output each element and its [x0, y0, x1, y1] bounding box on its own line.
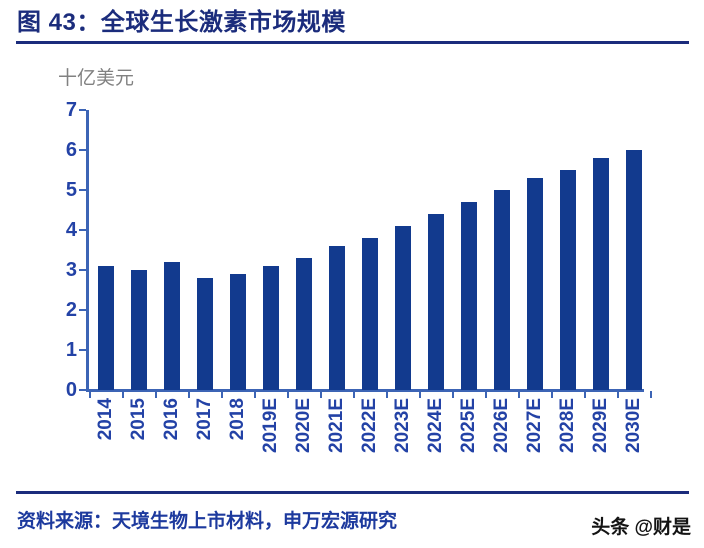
x-axis-category-label: 2023E [392, 398, 413, 453]
x-axis-category-label: 2021E [326, 398, 347, 453]
bar [395, 226, 411, 390]
bar [329, 246, 345, 390]
x-axis-category-label: 2024E [425, 398, 446, 453]
y-axis-tick [79, 349, 86, 351]
x-axis-category-label: 2014 [95, 398, 116, 441]
x-axis-category-label: 2016 [161, 398, 182, 441]
bar [461, 202, 477, 390]
x-axis-tick [253, 391, 256, 398]
y-axis-tick-label: 4 [65, 219, 77, 241]
source-attribution: 资料来源：天境生物上市材料，申万宏源研究 [17, 511, 398, 532]
bar [164, 262, 180, 390]
x-axis-category-label: 2015 [128, 398, 149, 441]
x-axis-tick [418, 391, 421, 398]
bar [230, 274, 246, 390]
x-axis-category-label: 2026E [491, 398, 512, 453]
y-axis-tick-label: 2 [65, 299, 77, 321]
x-axis-tick [649, 391, 652, 398]
x-axis-tick [286, 391, 289, 398]
x-axis-category-label: 2018 [227, 398, 248, 441]
x-axis-tick [550, 391, 553, 398]
y-axis-unit-label: 十亿美元 [58, 68, 135, 89]
x-axis-tick [319, 391, 322, 398]
bar [560, 170, 576, 390]
y-axis-tick [79, 269, 86, 271]
bar [131, 270, 147, 390]
bar [98, 266, 114, 390]
x-axis-tick [187, 391, 190, 398]
y-axis-tick-label: 6 [65, 139, 77, 161]
bar [263, 266, 279, 390]
x-axis-tick [517, 391, 520, 398]
bar [593, 158, 609, 390]
bar [527, 178, 543, 390]
bar [197, 278, 213, 390]
title-underline [16, 41, 689, 44]
y-axis-tick-label: 7 [65, 99, 77, 121]
y-axis-tick [79, 309, 86, 311]
x-axis-category-label: 2022E [359, 398, 380, 453]
x-axis-category-label: 2029E [590, 398, 611, 453]
y-axis-tick [79, 149, 86, 151]
bar [362, 238, 378, 390]
x-axis-tick [88, 391, 91, 398]
x-axis-category-label: 2027E [524, 398, 545, 453]
bar [626, 150, 642, 390]
y-axis-tick [79, 189, 86, 191]
y-axis-tick-label: 3 [65, 259, 77, 281]
footer-divider [16, 491, 689, 494]
bar [494, 190, 510, 390]
x-axis-category-label: 2019E [260, 398, 281, 453]
y-axis-tick [79, 229, 86, 231]
y-axis-tick [79, 109, 86, 111]
x-axis-tick [121, 391, 124, 398]
bar [428, 214, 444, 390]
x-axis [86, 389, 644, 392]
x-axis-tick [154, 391, 157, 398]
x-axis-category-label: 2028E [557, 398, 578, 453]
figure-title: 图 43：全球生长激素市场规模 [17, 9, 346, 36]
x-axis-tick [616, 391, 619, 398]
x-axis-tick [385, 391, 388, 398]
x-axis-category-label: 2025E [458, 398, 479, 453]
bar [296, 258, 312, 390]
x-axis-tick [583, 391, 586, 398]
y-axis [86, 110, 89, 392]
x-axis-tick [484, 391, 487, 398]
y-axis-tick-label: 5 [65, 179, 77, 201]
toutiao-watermark: 头条 @财是 [591, 517, 691, 538]
x-axis-category-label: 2017 [194, 398, 215, 441]
x-axis-tick [352, 391, 355, 398]
y-axis-tick-label: 1 [65, 339, 77, 361]
y-axis-tick-label: 0 [65, 379, 77, 401]
x-axis-category-label: 2030E [623, 398, 644, 453]
x-axis-tick [220, 391, 223, 398]
x-axis-category-label: 2020E [293, 398, 314, 453]
y-axis-tick [79, 389, 86, 391]
x-axis-tick [451, 391, 454, 398]
